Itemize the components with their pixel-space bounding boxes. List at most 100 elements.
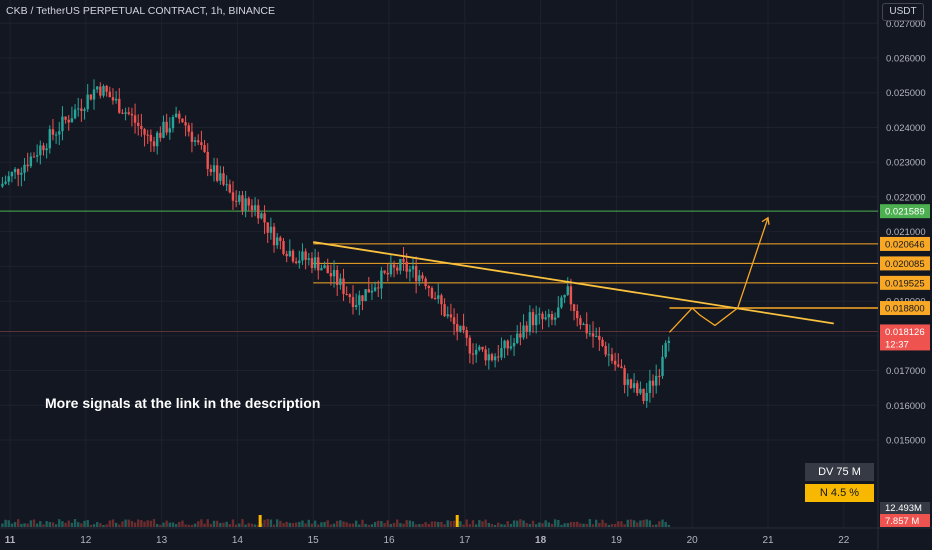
volume-bar (427, 523, 430, 527)
volume-bar (17, 519, 20, 527)
candle-body (108, 91, 112, 98)
volume-bar (291, 523, 295, 527)
candle-body (361, 295, 364, 302)
candle-body (133, 115, 137, 123)
candle-body (307, 258, 310, 260)
candle-body (279, 237, 282, 241)
volume-bar (541, 523, 544, 527)
candle-body (339, 278, 342, 285)
time-tick-label: 12 (80, 535, 92, 546)
volume-bar (323, 522, 326, 527)
volume-bar (32, 519, 36, 527)
time-tick-label: 16 (383, 535, 395, 546)
volume-bar (418, 524, 421, 527)
currency-button[interactable]: USDT (882, 3, 924, 21)
volume-bar (26, 523, 29, 527)
candle-body (162, 121, 165, 138)
candle-body (23, 164, 26, 173)
volume-bar (396, 519, 399, 527)
volume-bar (579, 523, 582, 527)
volume-bar (86, 520, 89, 527)
volume-label-badge (880, 502, 930, 514)
volume-bar (67, 520, 70, 527)
volume-bar (373, 522, 377, 527)
price-axis[interactable]: 0.0150000.0160000.0170000.0180000.019000… (880, 19, 930, 527)
volume-bar (200, 519, 203, 527)
volume-bar (629, 519, 633, 527)
candle-body (64, 116, 67, 120)
candle-body (272, 226, 276, 246)
volume-bar (342, 521, 345, 527)
candle-body (45, 148, 48, 151)
volume-bar (266, 519, 269, 527)
volume-bar (336, 520, 339, 527)
time-tick-label: 14 (232, 535, 244, 546)
candle-body (165, 121, 168, 133)
volume-bar (538, 522, 541, 527)
candle-body (506, 340, 509, 349)
candle-body (456, 324, 459, 332)
volume-bar (80, 523, 83, 527)
volume-bar (143, 521, 146, 527)
volume-bar (512, 520, 516, 527)
candle-body (648, 380, 652, 393)
candle-body (639, 388, 642, 394)
volume-bar (275, 519, 279, 527)
candle-body (579, 318, 582, 325)
volume-bar (348, 523, 352, 527)
candle-body (212, 165, 216, 172)
candle-body (478, 346, 481, 350)
volume-bar (222, 522, 225, 527)
volume-bar (257, 524, 260, 527)
volume-bar (130, 520, 134, 527)
candle-body (440, 295, 443, 305)
volume-bar (146, 520, 149, 527)
candle-body (80, 108, 83, 111)
volume-label-badge (880, 514, 930, 527)
candle-body (610, 354, 614, 361)
volume-bar (664, 521, 667, 527)
candle-body (118, 98, 121, 113)
volume-bar (244, 524, 247, 527)
volume-bar (490, 523, 494, 527)
candle-body (632, 383, 636, 388)
volume-bar (20, 523, 23, 527)
candle-body (358, 295, 361, 306)
time-tick-label: 20 (687, 535, 699, 546)
volume-spike-bar (258, 515, 262, 527)
candle-body (528, 312, 532, 332)
candle-body (260, 213, 263, 219)
price-tick-label: 0.016000 (886, 401, 926, 412)
candle-body (20, 172, 23, 175)
price-tick-label: 0.024000 (886, 123, 926, 134)
volume-bar (152, 519, 156, 527)
candle-body (124, 112, 127, 114)
volume-bar (632, 520, 636, 527)
volume-bar (474, 524, 478, 527)
volume-bar (433, 521, 437, 527)
candle-body (317, 257, 320, 271)
candle-body (550, 313, 554, 320)
candle-body (377, 287, 380, 289)
volume-bar (4, 519, 7, 527)
volume-bar (468, 524, 472, 527)
candle-body (566, 286, 569, 295)
candle-body (487, 354, 491, 361)
price-level-badge (880, 275, 930, 290)
time-axis[interactable]: 11 12 13 14 15 16 17 18 19 20 21 22 (5, 535, 850, 546)
volume-bar (557, 520, 560, 527)
volume-bar (54, 524, 58, 527)
price-level-lines (0, 210, 878, 332)
candle-body (519, 333, 522, 338)
candle-body (225, 184, 228, 186)
volume-bar (95, 522, 99, 527)
volume-bar (301, 520, 304, 527)
candle-body (531, 312, 535, 326)
time-tick-label: 17 (459, 535, 471, 546)
candle-body (92, 89, 96, 100)
candle-body (449, 314, 453, 318)
candle-body (61, 116, 64, 132)
candle-body (443, 304, 446, 317)
volume-bar (623, 524, 626, 527)
